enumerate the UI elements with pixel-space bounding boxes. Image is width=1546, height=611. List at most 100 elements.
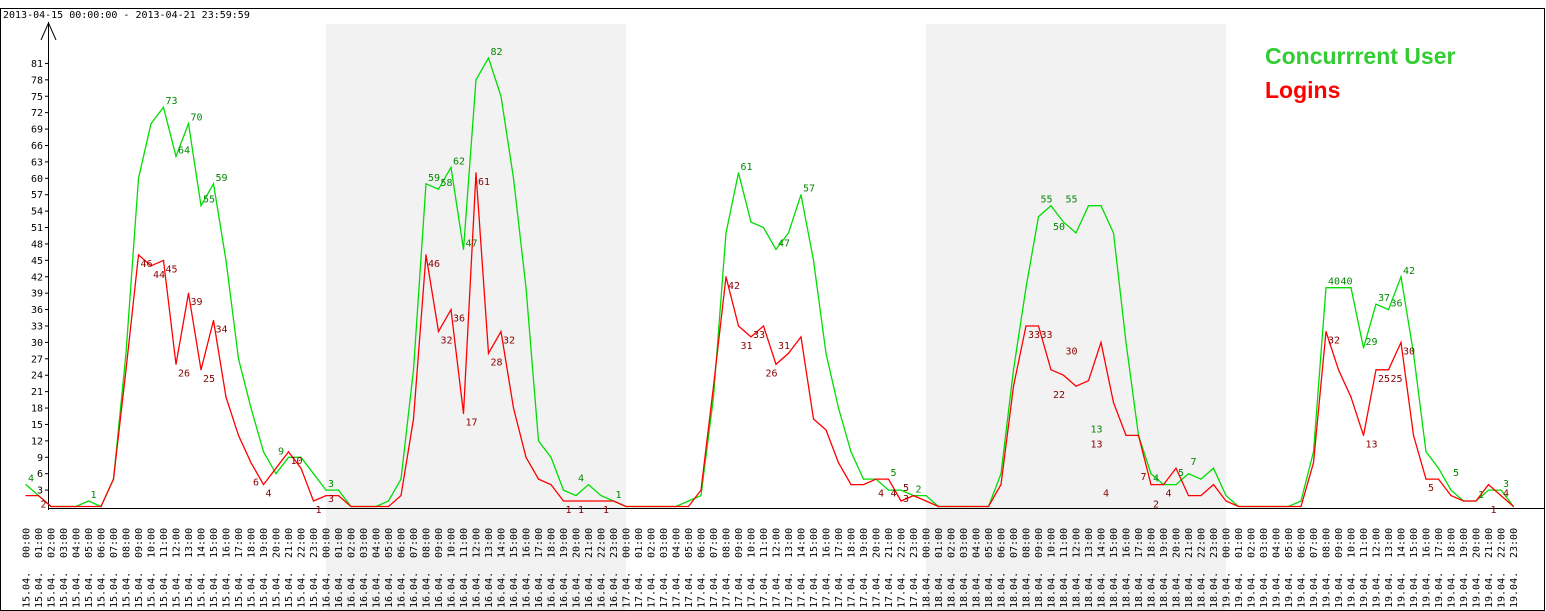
data-point (525, 287, 527, 289)
x-tick-hour: 07:00 (709, 528, 720, 558)
data-label: 36 (1391, 299, 1403, 310)
data-point (1337, 287, 1340, 289)
x-tick-hour: 18:00 (247, 528, 258, 558)
x-tick-day: 19.04. (1247, 572, 1258, 608)
data-label: 26 (178, 368, 190, 379)
data-label: 3 (328, 494, 334, 505)
data-point (1025, 287, 1027, 289)
data-point (462, 248, 465, 251)
x-tick-day: 18.04. (1184, 572, 1195, 608)
x-tick-hour: 08:00 (1322, 528, 1333, 558)
x-tick-day: 15.04. (134, 572, 145, 608)
data-label: 5 (1453, 468, 1459, 479)
data-point (712, 385, 715, 387)
x-tick-day: 18.04. (1084, 572, 1095, 608)
data-point (1437, 467, 1440, 469)
x-tick-day: 15.04. (297, 572, 308, 608)
x-tick-day: 19.04. (1459, 572, 1470, 608)
x-tick-day: 16.04. (422, 572, 433, 608)
x-tick-hour: 01:00 (334, 528, 345, 558)
data-point (475, 172, 477, 174)
data-point (1500, 489, 1502, 491)
x-tick-hour: 10:00 (147, 528, 158, 558)
y-tick-label: 30 (31, 338, 43, 349)
data-point (850, 451, 852, 453)
x-tick-day: 18.04. (1072, 572, 1083, 608)
data-point (637, 505, 640, 508)
y-tick-label: 78 (31, 75, 43, 86)
data-label: 64 (178, 145, 190, 156)
x-tick-day: 18.04. (997, 572, 1008, 608)
data-label: 4 (1166, 489, 1172, 500)
data-label: 10 (291, 456, 303, 467)
data-label: 2 (41, 500, 47, 511)
data-point (275, 473, 277, 475)
data-point (1375, 369, 1377, 371)
data-point (1325, 287, 1327, 289)
data-point (1100, 341, 1102, 343)
data-point (175, 155, 177, 158)
data-point (1387, 369, 1390, 371)
data-point (200, 205, 202, 207)
x-tick-hour: 09:00 (1034, 528, 1045, 558)
data-label: 73 (166, 96, 178, 107)
data-point (1087, 205, 1090, 207)
x-tick-hour: 16:00 (1422, 528, 1433, 558)
data-label: 9 (278, 446, 284, 457)
x-tick-hour: 20:00 (572, 528, 583, 558)
y-tick-label: 63 (31, 157, 43, 168)
y-tick-label: 6 (37, 469, 43, 480)
x-tick-day: 19.04. (1422, 572, 1433, 608)
x-tick-day: 19.04. (1484, 572, 1495, 608)
x-tick-hour: 08:00 (422, 528, 433, 558)
data-label: 1 (1491, 505, 1497, 516)
x-tick-hour: 05:00 (84, 528, 95, 558)
x-tick-day: 17.04. (659, 572, 670, 608)
x-tick-day: 19.04. (1509, 572, 1520, 608)
x-tick-hour: 09:00 (734, 528, 745, 558)
data-point (1462, 500, 1465, 502)
alternate-day-shading (326, 24, 1226, 610)
x-tick-day: 16.04. (509, 572, 520, 608)
x-tick-hour: 02:00 (947, 528, 958, 558)
y-tick-label: 33 (31, 321, 43, 332)
data-point (1400, 341, 1402, 343)
x-tick-hour: 08:00 (122, 528, 133, 558)
data-point (137, 177, 140, 179)
y-tick-label: 60 (31, 174, 43, 185)
x-tick-hour: 13:00 (1084, 528, 1095, 558)
x-tick-day: 19.04. (1434, 572, 1445, 608)
data-label: 47 (778, 238, 790, 249)
x-tick-day: 18.04. (1047, 572, 1058, 608)
x-tick-day: 18.04. (1209, 572, 1220, 608)
x-tick-day: 17.04. (647, 572, 658, 608)
data-point (1387, 308, 1390, 311)
x-tick-day: 18.04. (1147, 572, 1158, 608)
data-point (1475, 500, 1477, 502)
x-tick-hour: 10:00 (1347, 528, 1358, 558)
data-label: 34 (216, 325, 228, 336)
data-label: 39 (191, 297, 203, 308)
data-label: 1 (578, 505, 584, 516)
x-axis: 00:00 15.04. 01:00 15.04. 02:00 15.04. 03:00 15… (22, 508, 1545, 608)
data-point (787, 232, 790, 234)
data-point (750, 221, 752, 223)
data-label: 61 (741, 162, 753, 173)
x-tick-day: 17.04. (834, 572, 845, 608)
data-point (1000, 484, 1002, 486)
x-tick-day: 17.04. (634, 572, 645, 608)
x-tick-hour: 03:00 (59, 528, 70, 558)
x-tick-hour: 04:00 (72, 528, 83, 558)
x-tick-hour: 09:00 (1334, 528, 1345, 558)
data-label: 40 (1341, 277, 1353, 288)
x-tick-day: 15.04. (72, 572, 83, 608)
data-point (175, 363, 177, 365)
data-point (512, 407, 515, 409)
data-label: 29 (1366, 337, 1378, 348)
data-point (337, 494, 340, 497)
data-point (1425, 478, 1427, 480)
data-point (850, 484, 852, 486)
x-tick-hour: 16:00 (522, 528, 533, 558)
x-tick-hour: 23:00 (1509, 528, 1520, 558)
data-point (1212, 467, 1215, 469)
